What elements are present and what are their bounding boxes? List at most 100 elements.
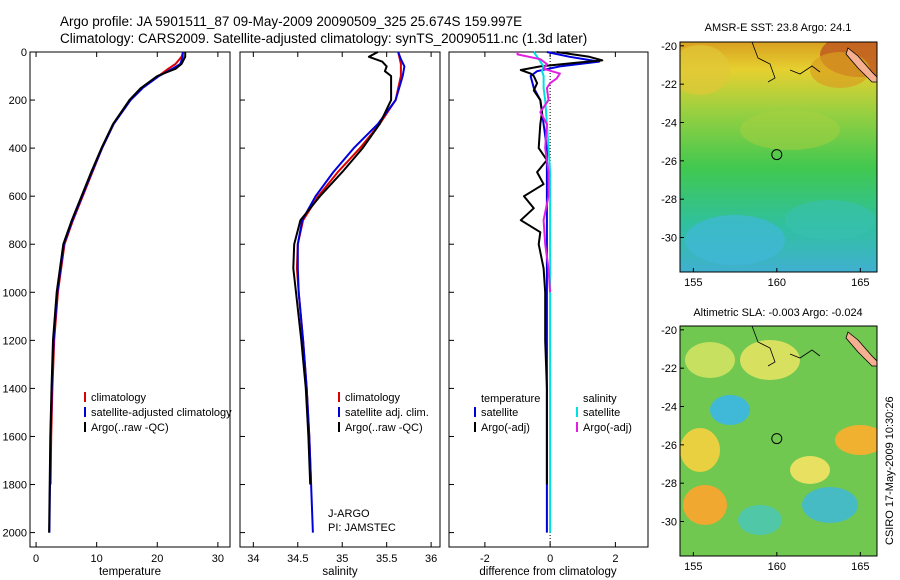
x-tick-label: 0 — [33, 553, 39, 565]
temperature-ticks: 0 10 20 30 0 200 400 600 800 1000 1200 1400 1600 1800… — [3, 47, 224, 565]
salinity-xlabel: salinity — [322, 566, 357, 578]
sla-anomaly-patch — [740, 340, 800, 380]
y-tick-label: 400 — [9, 143, 27, 155]
y-tick-label: -22 — [661, 79, 677, 91]
sst-map-frame — [679, 41, 878, 273]
argo-location-marker — [771, 149, 783, 161]
legend-heading-salinity: salinity — [583, 393, 617, 405]
legend-label-temp-satellite: satellite — [481, 407, 518, 419]
sla-map-ticks: 155 160 165 -20 -22 -24 -26 -28 -30 — [661, 325, 869, 573]
y-tick-label: 1000 — [3, 287, 27, 299]
y-tick-label: -30 — [661, 517, 677, 529]
salinity-lines — [292, 51, 406, 533]
sla-anomaly-patch — [685, 342, 735, 378]
x-tick-label: 34.5 — [287, 553, 308, 565]
y-tick-label: 1600 — [3, 431, 27, 443]
sst-map-title: AMSR-E SST: 23.8 Argo: 24.1 — [705, 22, 852, 34]
x-tick-label: 160 — [768, 561, 786, 573]
y-tick-label: -28 — [661, 194, 677, 206]
temperature-legend: climatology satellite-adjusted climatolo… — [84, 392, 232, 434]
sla-anomaly-patch — [710, 395, 750, 425]
x-tick-label: 160 — [768, 277, 786, 289]
y-tick-label: 2000 — [3, 528, 27, 540]
difference-axes-frame — [448, 51, 649, 548]
sst-warm-patch — [740, 110, 840, 150]
x-tick-label: 165 — [851, 561, 869, 573]
sla-anomaly-patch — [738, 505, 782, 535]
sla-map: Altimetric SLA: -0.003 Argo: -0.024 155 1… — [661, 307, 878, 573]
sla-anomaly-patch — [835, 425, 877, 455]
series-line — [48, 52, 184, 533]
sst-cool-patch — [685, 215, 785, 265]
x-tick-label: 155 — [684, 277, 702, 289]
y-tick-label: -20 — [661, 325, 677, 337]
x-tick-label: 20 — [151, 553, 163, 565]
legend-label-argo: Argo(..raw -QC) — [91, 422, 169, 434]
y-tick-label: -22 — [661, 363, 677, 375]
y-tick-label: 1800 — [3, 480, 27, 492]
y-tick-label: 800 — [9, 239, 27, 251]
sla-map-field — [680, 326, 877, 556]
annotation-pi: PI: JAMSTEC — [328, 522, 396, 534]
difference-legend: temperature satellite Argo(-adj) salinit… — [474, 393, 632, 434]
temperature-lines — [48, 51, 187, 533]
y-tick-label: 1200 — [3, 335, 27, 347]
reef-contours — [751, 42, 821, 83]
legend-label-climatology: climatology — [345, 392, 401, 404]
legend-heading-temperature: temperature — [481, 393, 540, 405]
x-tick-label: 155 — [684, 561, 702, 573]
new-caledonia-coast — [845, 47, 877, 83]
x-tick-label: 165 — [851, 277, 869, 289]
series-line — [532, 51, 552, 533]
x-tick-label: -2 — [480, 553, 490, 565]
x-tick-label: 36 — [425, 553, 437, 565]
y-tick-label: 200 — [9, 95, 27, 107]
x-tick-label: 35 — [336, 553, 348, 565]
reef-contours — [751, 326, 821, 367]
series-line — [48, 52, 187, 533]
salinity-ticks: 34 34.5 35 35.5 36 — [240, 51, 437, 565]
series-line — [519, 51, 604, 485]
series-line — [292, 51, 393, 485]
figure-subtitle: Climatology: CARS2009. Satellite-adjuste… — [60, 31, 587, 46]
legend-label-satellite: satellite adj. clim. — [345, 407, 429, 419]
x-tick-label: 2 — [612, 553, 618, 565]
timestamp-label: CSIRO 17-May-2009 10:30:26 — [884, 396, 896, 545]
legend-label-argo: Argo(..raw -QC) — [345, 422, 423, 434]
difference-panel: -2 0 2 difference from climatology tempera… — [448, 51, 649, 578]
sst-warm-patch — [680, 45, 730, 95]
x-tick-label: 30 — [212, 553, 224, 565]
x-tick-label: 34 — [247, 553, 259, 565]
series-line — [516, 52, 561, 293]
sst-map: AMSR-E SST: 23.8 Argo: 24.1 155 160 165 -20… — [661, 22, 878, 289]
y-tick-label: 0 — [21, 47, 27, 59]
y-tick-label: -28 — [661, 478, 677, 490]
sla-map-frame — [679, 325, 878, 557]
legend-label-sal-argo: Argo(-adj) — [583, 422, 632, 434]
y-tick-label: 1400 — [3, 383, 27, 395]
new-caledonia-coast — [845, 331, 877, 367]
sst-cool-patch — [785, 200, 875, 240]
salinity-axes-frame — [239, 51, 441, 548]
temperature-xlabel: temperature — [99, 566, 161, 578]
x-tick-label: 0 — [547, 553, 553, 565]
legend-label-sal-satellite: satellite — [583, 407, 620, 419]
difference-xlabel: difference from climatology — [479, 566, 616, 578]
legend-label-climatology: climatology — [91, 392, 147, 404]
y-tick-label: -20 — [661, 41, 677, 53]
y-tick-label: -24 — [661, 402, 677, 414]
difference-lines — [516, 51, 604, 533]
temperature-axes-frame — [29, 51, 231, 548]
y-tick-label: -26 — [661, 440, 677, 452]
salinity-legend: climatology satellite adj. clim. Argo(..… — [338, 392, 429, 434]
legend-label-temp-argo: Argo(-adj) — [481, 422, 530, 434]
x-tick-label: 10 — [91, 553, 103, 565]
sla-anomaly-patch — [802, 487, 858, 523]
argo-location-marker — [771, 433, 783, 445]
figure-title: Argo profile: JA 5901511_87 09-May-2009 … — [60, 14, 522, 29]
salinity-panel: 34 34.5 35 35.5 36 salinity climatology sate… — [239, 51, 441, 578]
sst-map-ticks: 155 160 165 -20 -22 -24 -26 -28 -30 — [661, 41, 869, 289]
temperature-panel: 0 10 20 30 0 200 400 600 800 1000 1200 1400 1600 1800… — [3, 47, 233, 578]
y-tick-label: -24 — [661, 118, 677, 130]
